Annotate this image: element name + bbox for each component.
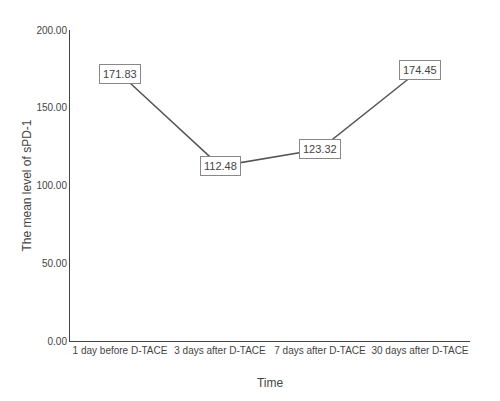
svg-text:112.48: 112.48 <box>204 160 237 172</box>
svg-text:7 days after D-TACE: 7 days after D-TACE <box>274 345 366 356</box>
svg-text:200.00: 200.00 <box>36 25 67 36</box>
svg-text:150.00: 150.00 <box>36 102 67 113</box>
svg-text:Time: Time <box>257 376 284 390</box>
svg-text:3 days after D-TACE: 3 days after D-TACE <box>174 345 266 356</box>
svg-text:1 day before D-TACE: 1 day before D-TACE <box>73 345 168 356</box>
svg-text:171.83: 171.83 <box>103 68 137 80</box>
svg-text:0.00: 0.00 <box>48 336 68 347</box>
svg-text:The mean level of sPD-1: The mean level of sPD-1 <box>20 119 34 251</box>
svg-text:174.45: 174.45 <box>403 64 437 76</box>
svg-text:123.32: 123.32 <box>303 143 337 155</box>
svg-text:30 days after D-TACE: 30 days after D-TACE <box>371 345 468 356</box>
svg-text:100.00: 100.00 <box>36 180 67 191</box>
svg-text:50.00: 50.00 <box>42 258 67 269</box>
